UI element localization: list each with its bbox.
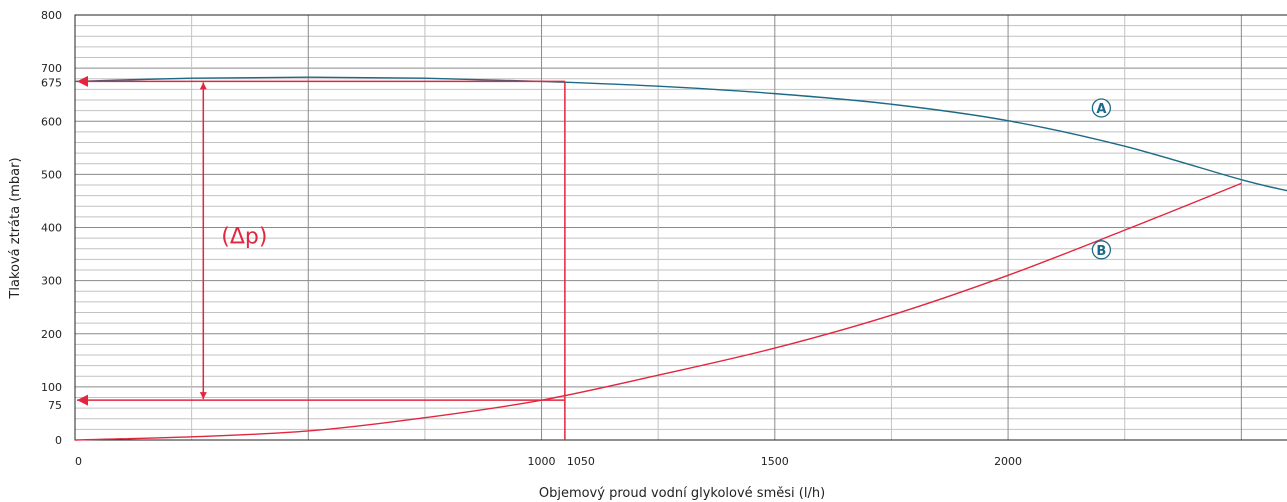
y-highlight-tick-label: 75 — [48, 399, 62, 412]
y-tick-label: 300 — [41, 275, 62, 288]
annotation-layer: (Δp) A B — [77, 75, 1112, 440]
x-tick-label: 2000 — [994, 455, 1022, 468]
series-line-b — [74, 182, 1242, 441]
series-marker-circle — [1091, 240, 1112, 260]
x-axis-title: Objemový proud vodní glykolové směsi (l/… — [539, 486, 825, 501]
y-tick-label: 0 — [55, 434, 62, 447]
series-line-a — [74, 76, 1287, 192]
x-tick-label: 1500 — [761, 455, 789, 468]
x-tick-label: 1000 — [528, 455, 556, 468]
y-highlight-tick-label: 675 — [41, 76, 62, 89]
x-tick-label: 0 — [75, 455, 82, 468]
series-marker-label: A — [1096, 102, 1106, 117]
y-tick-label: 400 — [41, 222, 62, 235]
grid-lines — [75, 15, 1287, 440]
y-tick-label: 700 — [41, 62, 62, 75]
series-marker-b: B — [1091, 240, 1112, 260]
tick-labels: 0 100 200 300 400 500 600 700 800 0 1000 1500 2000 67… — [41, 9, 1022, 468]
plot-frame — [74, 14, 1287, 441]
series-marker-label: B — [1096, 244, 1106, 259]
y-tick-label: 100 — [41, 381, 62, 394]
y-tick-label: 500 — [41, 168, 62, 181]
series-layer — [74, 76, 1287, 441]
series-marker-circle — [1091, 98, 1112, 118]
series-marker-a: A — [1091, 98, 1112, 118]
y-tick-label: 800 — [41, 9, 62, 22]
delta-p-label: (Δp) — [221, 224, 267, 249]
y-tick-label: 600 — [41, 115, 62, 128]
y-tick-label: 200 — [41, 328, 62, 341]
x-highlight-tick-label: 1050 — [567, 455, 595, 468]
y-axis-title: Tlaková ztráta (mbar) — [8, 157, 23, 299]
